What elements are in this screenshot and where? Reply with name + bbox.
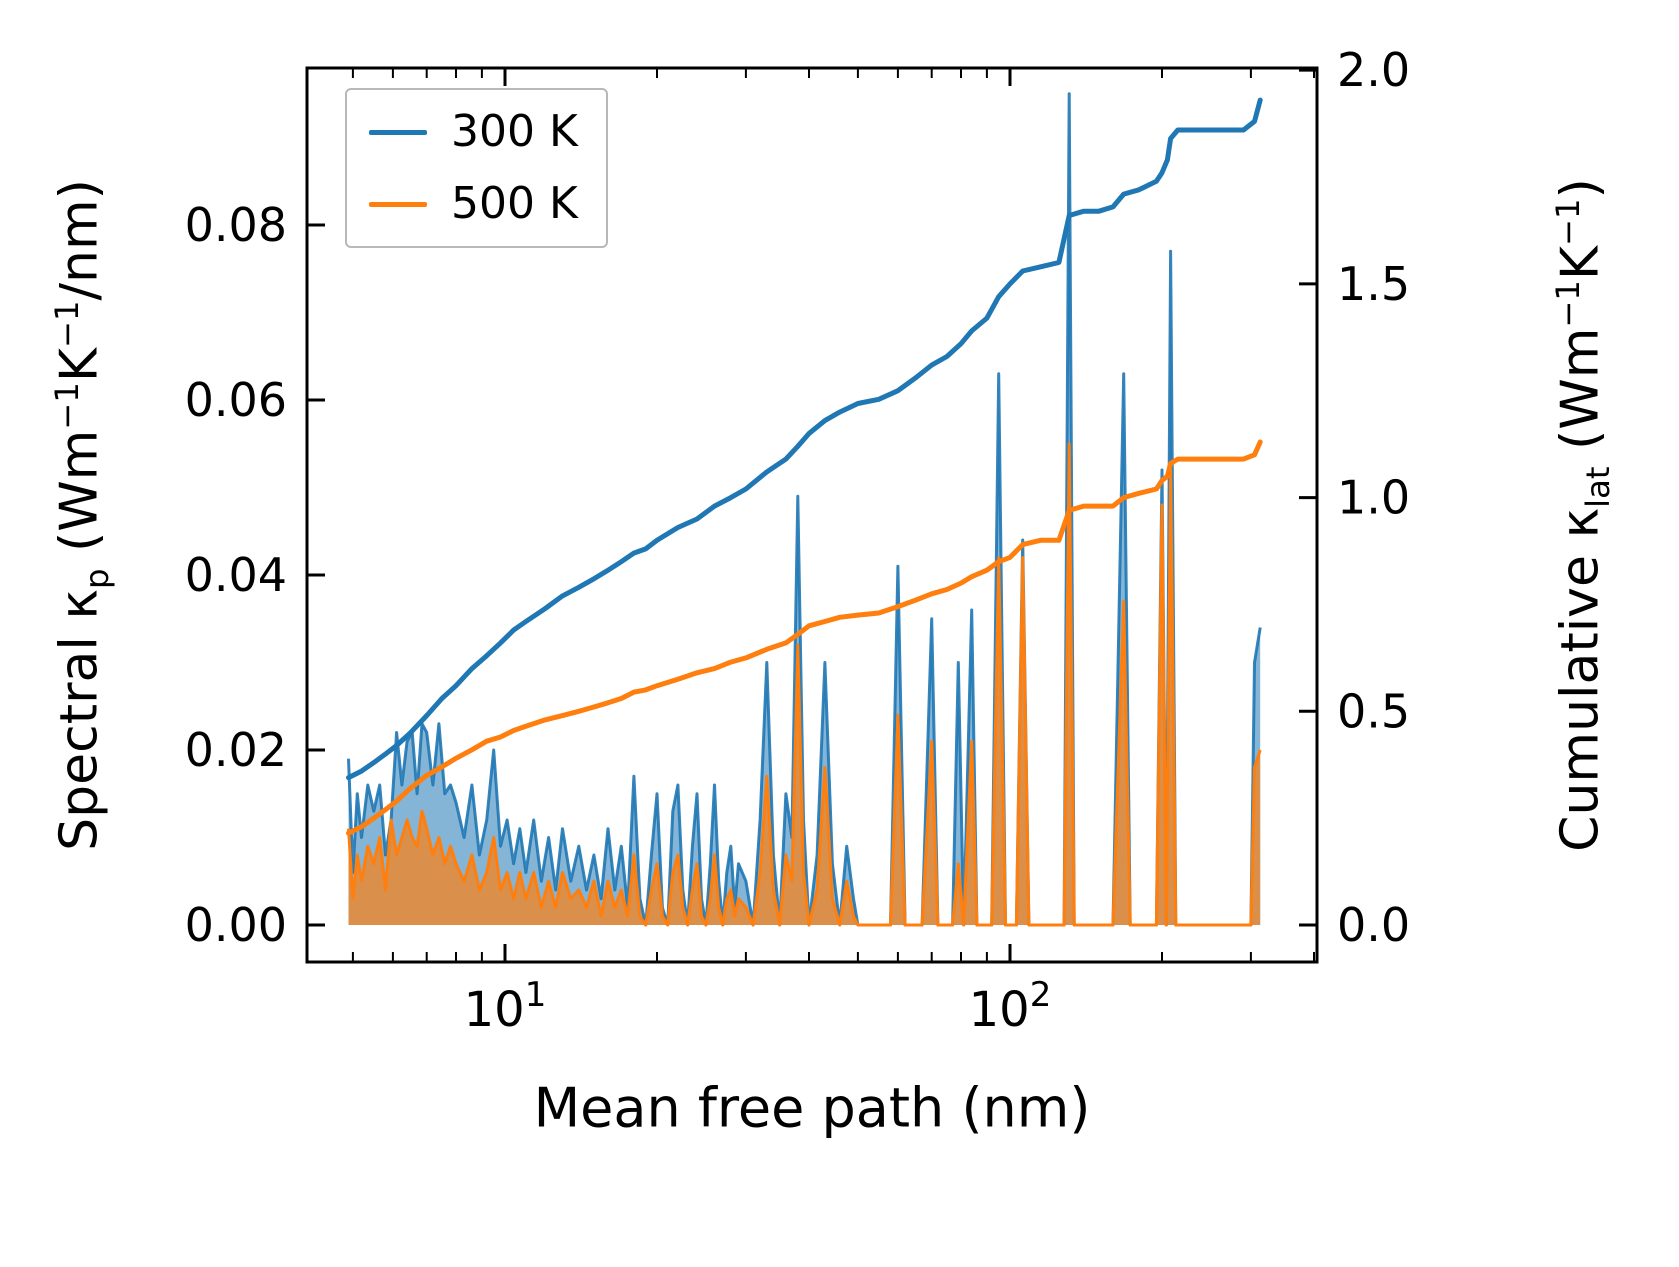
spectral-line-500k (347, 442, 1262, 927)
legend: 300 K 500 K (345, 88, 608, 248)
x-tick-label: 102 (969, 975, 1052, 1038)
legend-line-300k-icon (369, 129, 427, 135)
legend-line-500k-icon (369, 201, 427, 207)
legend-item-300k: 300 K (369, 110, 578, 154)
y-left-tick-label: 0.06 (185, 373, 287, 427)
cumulative-line-300k (346, 97, 1263, 781)
legend-item-500k: 500 K (369, 182, 578, 226)
x-tick-label: 101 (464, 975, 547, 1038)
legend-label-500k: 500 K (451, 178, 578, 229)
y-left-tick-label: 0.02 (185, 723, 287, 777)
plot-area (346, 92, 1263, 927)
y-left-tick-label: 0.08 (185, 198, 287, 252)
cumulative-line-500k (346, 439, 1263, 836)
x-axis-label: Mean free path (nm) (533, 1076, 1091, 1140)
y-axis-label-right: Cumulative κlat (Wm−1K−1) (1549, 178, 1617, 852)
axes-frame (305, 66, 1319, 964)
axis-ticks (307, 68, 1317, 962)
y-right-tick-label: 1.5 (1337, 257, 1410, 311)
y-right-tick-label: 0.5 (1337, 684, 1410, 738)
y-axis-label-left: Spectral κp (Wm−1K−1/nm) (48, 179, 116, 851)
y-left-tick-label: 0.00 (185, 898, 287, 952)
tick-labels: 101 102 0.00 0.02 0.04 0.06 0.08 0.0 0.5 1.0 1.5 2.… (185, 43, 1411, 1038)
y-right-tick-label: 0.0 (1337, 898, 1410, 952)
y-right-tick-label: 1.0 (1337, 471, 1410, 525)
spectral-area-500k (348, 443, 1261, 925)
y-right-tick-label: 2.0 (1337, 43, 1410, 97)
y-left-tick-label: 0.04 (185, 548, 287, 602)
legend-label-300k: 300 K (451, 106, 578, 157)
